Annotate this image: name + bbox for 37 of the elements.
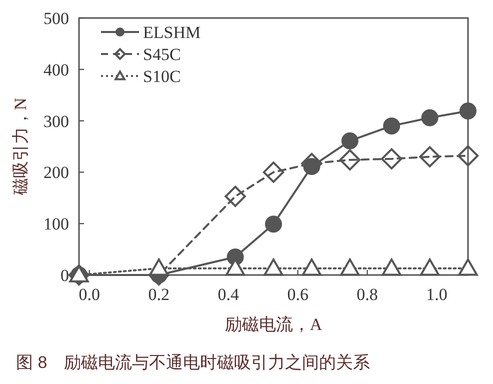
y-tick-label: 200 [44, 163, 69, 182]
y-tick-label: 400 [44, 60, 69, 80]
x-tick-label: 0.0 [78, 285, 100, 304]
caption: 图 8 励磁电流与不通电时磁吸引力之间的关系 [16, 353, 370, 372]
x-tick-label: 0.6 [287, 285, 308, 304]
x-axis-title: 励磁电流，A [224, 315, 323, 334]
y-tick-label: 0 [60, 266, 69, 285]
point [458, 258, 478, 276]
point [340, 258, 360, 276]
point [262, 162, 284, 183]
point [457, 145, 479, 166]
x-tick-label: 0.2 [148, 285, 170, 304]
point [302, 258, 322, 276]
x-tick-label: 0.4 [218, 285, 240, 304]
point [421, 109, 438, 126]
point [264, 258, 284, 276]
y-tick-label: 100 [44, 214, 69, 234]
point [339, 149, 361, 170]
point [420, 258, 440, 276]
x-tick-label: 1.0 [426, 285, 448, 304]
x-tick-label: 0.8 [356, 285, 378, 304]
point [265, 216, 282, 233]
point [68, 264, 90, 286]
point [460, 102, 476, 120]
legend-label: S45C [143, 45, 181, 64]
y-tick-label: 300 [44, 112, 69, 131]
point [419, 146, 440, 168]
point [382, 258, 402, 276]
point [149, 258, 169, 276]
point [383, 117, 400, 134]
y-axis-title: 磁吸引力，N [11, 98, 30, 196]
legend-label: S10C [143, 67, 181, 86]
y-tick-label: 500 [44, 9, 69, 28]
point [380, 148, 402, 170]
legend-label: ELSHM [143, 23, 201, 42]
point [224, 186, 246, 207]
point [341, 132, 358, 150]
